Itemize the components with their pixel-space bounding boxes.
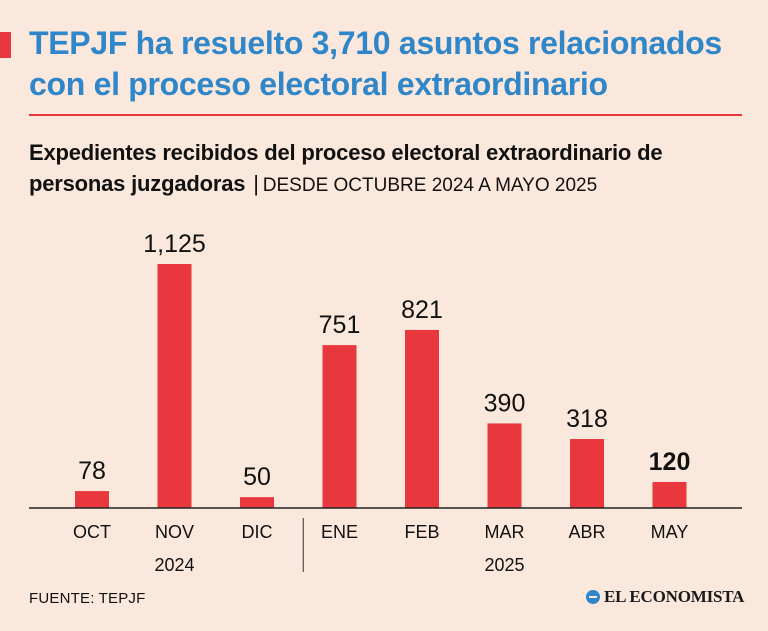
bar-ene (322, 345, 357, 508)
x-tick-ene: ENE (321, 522, 358, 542)
x-tick-mar: MAR (485, 522, 525, 542)
x-tick-abr: ABR (568, 522, 605, 542)
x-tick-dic: DIC (242, 522, 273, 542)
bar-mar (487, 423, 522, 508)
x-tick-feb: FEB (404, 522, 439, 542)
bar-abr (570, 439, 604, 508)
chart-subtitle: Expedientes recibidos del proceso electo… (29, 137, 759, 201)
brand-name: EL ECONOMISTA (604, 587, 745, 606)
data-label-oct: 78 (78, 457, 106, 485)
data-label-nov: 1,125 (143, 230, 206, 258)
data-label-mar: 390 (484, 389, 526, 417)
x-tick-nov: NOV (155, 522, 194, 542)
bar-dic (240, 497, 274, 508)
headline-divider (29, 114, 742, 116)
year-label-2025: 2025 (484, 555, 524, 575)
source-note: FUENTE: TEPJF (29, 590, 146, 607)
headline: TEPJF ha resuelto 3,710 asuntos relacion… (29, 25, 722, 102)
data-label-may: 120 (649, 448, 691, 476)
data-label-ene: 751 (319, 311, 361, 339)
bar-oct (75, 491, 109, 508)
x-tick-may: MAY (651, 522, 689, 542)
chart-subtitle-separator: | (253, 171, 259, 196)
chart-subtitle-main: Expedientes recibidos del proceso electo… (29, 140, 663, 196)
headline-accent-bar (0, 32, 11, 58)
bar-may (652, 481, 687, 508)
brand-logo: EL ECONOMISTA (586, 587, 744, 607)
x-tick-oct: OCT (73, 522, 111, 542)
year-label-2024: 2024 (154, 555, 194, 575)
chart-subtitle-range: DESDE OCTUBRE 2024 A MAYO 2025 (262, 175, 598, 196)
el-economista-logo-icon (586, 590, 600, 604)
bar-nov (157, 264, 192, 508)
data-label-feb: 821 (401, 296, 443, 324)
data-label-abr: 318 (566, 405, 608, 433)
bar-feb (405, 329, 439, 508)
data-label-dic: 50 (243, 463, 271, 491)
